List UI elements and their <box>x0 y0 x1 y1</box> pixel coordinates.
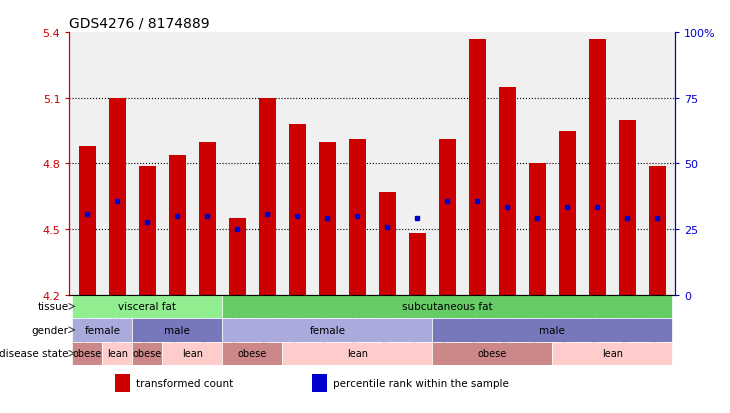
Text: male: male <box>539 325 565 335</box>
Bar <box>229 218 245 295</box>
Text: obese: obese <box>73 349 102 358</box>
Text: gender: gender <box>31 325 69 335</box>
Bar <box>109 99 126 295</box>
Text: tissue: tissue <box>38 301 69 311</box>
Bar <box>439 140 456 295</box>
Text: lean: lean <box>182 349 203 358</box>
Text: transformed count: transformed count <box>136 378 234 388</box>
Bar <box>469 40 485 295</box>
Text: male: male <box>164 325 191 335</box>
Text: lean: lean <box>347 349 368 358</box>
Text: subcutaneous fat: subcutaneous fat <box>402 301 493 311</box>
Bar <box>132 342 162 365</box>
Bar <box>619 120 636 295</box>
Bar <box>432 318 672 342</box>
Text: percentile rank within the sample: percentile rank within the sample <box>333 378 509 388</box>
Bar <box>319 142 336 295</box>
Bar <box>259 99 275 295</box>
Bar <box>79 147 96 295</box>
Bar <box>499 88 515 295</box>
Bar <box>283 342 432 365</box>
Text: female: female <box>310 325 345 335</box>
Bar <box>553 342 672 365</box>
Bar <box>379 192 396 295</box>
Bar <box>162 342 223 365</box>
Bar <box>72 342 102 365</box>
Text: disease state: disease state <box>0 349 69 358</box>
Bar <box>102 342 132 365</box>
Bar <box>289 125 306 295</box>
Bar <box>559 131 575 295</box>
Bar <box>132 318 223 342</box>
Bar <box>115 374 130 392</box>
Text: female: female <box>85 325 120 335</box>
Bar <box>199 142 215 295</box>
Bar <box>649 166 666 295</box>
Text: obese: obese <box>477 349 507 358</box>
Text: obese: obese <box>238 349 267 358</box>
Bar <box>409 234 426 295</box>
Bar <box>139 166 155 295</box>
Text: GDS4276 / 8174889: GDS4276 / 8174889 <box>69 17 210 31</box>
Bar <box>589 40 605 295</box>
Bar <box>349 140 366 295</box>
Text: lean: lean <box>602 349 623 358</box>
Bar <box>72 295 223 318</box>
Bar <box>223 318 432 342</box>
Text: lean: lean <box>107 349 128 358</box>
Bar <box>312 374 327 392</box>
Bar <box>223 295 672 318</box>
Text: obese: obese <box>133 349 162 358</box>
Text: visceral fat: visceral fat <box>118 301 177 311</box>
Bar <box>432 342 553 365</box>
Bar <box>529 164 545 295</box>
Bar <box>72 318 132 342</box>
Bar <box>223 342 283 365</box>
Bar <box>169 155 185 295</box>
